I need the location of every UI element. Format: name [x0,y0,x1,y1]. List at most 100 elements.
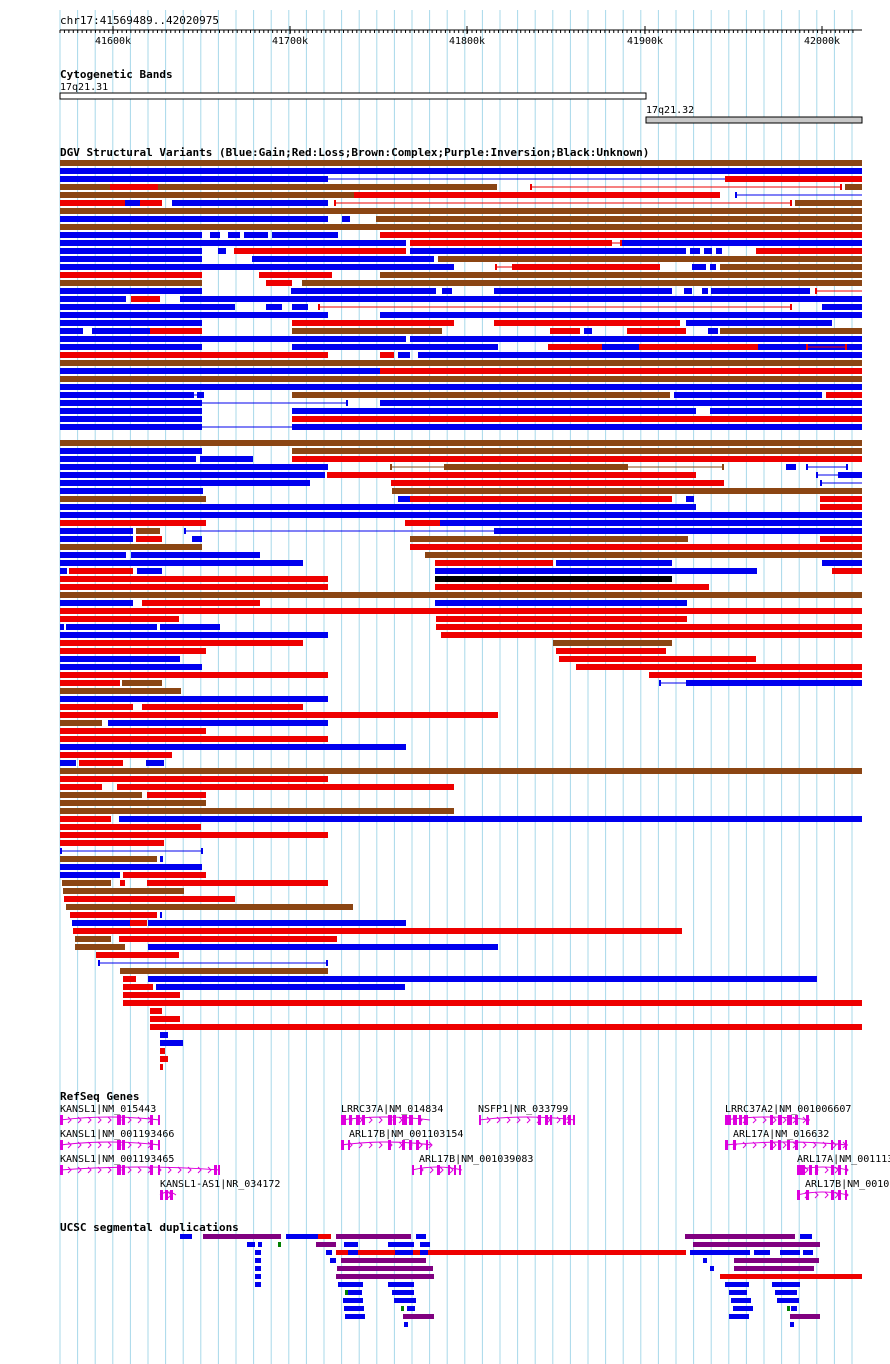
segdup-block [790,1314,820,1319]
structural-variant-bar [816,472,818,478]
gene-exon [60,1140,63,1150]
structural-variant-bar [790,200,792,206]
gene-label-arl17b-nm-001039083[interactable]: ARL17B|NM_001039083 [419,1154,533,1165]
structural-variant-bar [60,544,202,550]
gene-label-kansl1-nm-015443[interactable]: KANSL1|NM_015443 [60,1104,156,1115]
gene-exon [568,1115,571,1125]
strand-arrow [516,1116,521,1124]
structural-variant-bar [130,920,147,926]
structural-variant-bar [60,656,180,662]
structural-variant-bar [117,784,454,790]
segdup-block [316,1242,336,1247]
gene-label-arl17a-nm-001113[interactable]: ARL17A|NM_001113 [797,1154,890,1165]
segdup-block [420,1242,430,1247]
strand-arrow [772,1141,777,1149]
structural-variant-bar [292,456,862,462]
structural-variant-bar [60,768,862,774]
structural-variant-bar [60,256,202,262]
segdup-block [734,1266,814,1271]
strand-arrow [822,1141,827,1149]
structural-variant-bar [60,184,110,190]
structural-variant-bar [326,960,328,966]
structural-variant-bar [292,392,670,398]
structural-variant-bar [442,288,452,294]
structural-variant-bar [160,856,163,862]
structural-variant-bar [391,480,724,486]
structural-variant-bar [60,520,206,526]
structural-variant-bar [822,304,862,310]
gene-exon [356,1115,360,1125]
structural-variant-bar [60,160,862,166]
cytoband-17q21.32[interactable] [645,116,863,124]
structural-variant-bar [60,728,206,734]
structural-variant-bar [620,240,622,246]
structural-variant-bar [60,408,202,414]
structural-variant-bar [692,264,706,270]
structural-variant-bar [649,672,862,678]
structural-variant-bar [820,504,862,510]
structural-variant-bar [840,184,842,190]
structural-variant-bar [60,480,310,486]
gene-exon [426,1140,428,1150]
structural-variant-bar [820,536,862,542]
structural-variant-bar [60,168,862,174]
segdup-block [255,1282,261,1287]
structural-variant-bar [60,376,862,382]
gene-label-kansl1-nm-001193465[interactable]: KANSL1|NM_001193465 [60,1154,174,1165]
gene-exon [437,1165,440,1175]
structural-variant-bar [832,568,862,574]
structural-variant-bar [405,520,440,526]
gene-exon [122,1140,125,1150]
strand-arrow [87,1166,92,1174]
gene-exon [418,1115,421,1125]
gene-label-arl17b-nm-001103154[interactable]: ARL17B|NM_001103154 [349,1129,463,1140]
gene-label-lrrc37a[interactable]: LRRC37A|NM_014834 [341,1104,443,1115]
structural-variant-bar [160,1048,165,1054]
structural-variant-bar [436,616,687,622]
gene-label-nsfp1[interactable]: NSFP1|NR_033799 [478,1104,568,1115]
segdup-block [348,1290,362,1295]
structural-variant-bar [60,736,328,742]
segdup-block [729,1290,747,1295]
structural-variant-bar [441,632,862,638]
structural-variant-bar [494,528,862,534]
structural-variant-bar [418,352,862,358]
structural-variant-bar [302,280,862,286]
gene-exon [170,1190,173,1200]
gene-exon [388,1140,391,1150]
segdup-block [685,1234,795,1239]
strand-arrow [107,1166,112,1174]
strand-arrow [107,1141,112,1149]
strand-arrow [87,1141,92,1149]
structural-variant-bar [686,680,862,686]
structural-variant-bar [60,824,201,830]
cytoband-17q21.31[interactable] [59,92,647,100]
gene-label-kansl1-nm-001193466[interactable]: KANSL1|NM_001193466 [60,1129,174,1140]
structural-variant-bar [172,200,328,206]
strand-arrow [368,1141,373,1149]
structural-variant-bar [786,464,796,470]
structural-variant-bar [380,352,394,358]
gene-label-arl17b-nm-0010[interactable]: ARL17B|NM_0010 [805,1179,889,1190]
structural-variant-bar [346,400,348,406]
gene-exon [402,1140,405,1150]
gene-exon [787,1140,790,1150]
gene-exon [479,1115,481,1125]
structural-variant-bar [556,560,672,566]
gene-exon [412,1165,414,1175]
gene-exon [409,1140,412,1150]
structural-variant-bar [435,560,553,566]
structural-variant-bar [60,672,328,678]
gene-label-kansl1-as1[interactable]: KANSL1-AS1|NR_034172 [160,1179,280,1190]
segdup-block [338,1282,363,1287]
structural-variant-bar [722,464,724,470]
structural-variant-bar [710,264,716,270]
structural-variant-bar [60,472,325,478]
structural-variant-bar [686,496,694,502]
structural-variant-bar [234,248,406,254]
gene-label-arl17a-nm-016632[interactable]: ARL17A|NM_016632 [733,1129,829,1140]
gene-exon [117,1115,121,1125]
gene-label-lrrc37a2[interactable]: LRRC37A2|NM_001006607 [725,1104,851,1115]
gene-exon [362,1115,365,1125]
gene-exon [158,1165,160,1175]
